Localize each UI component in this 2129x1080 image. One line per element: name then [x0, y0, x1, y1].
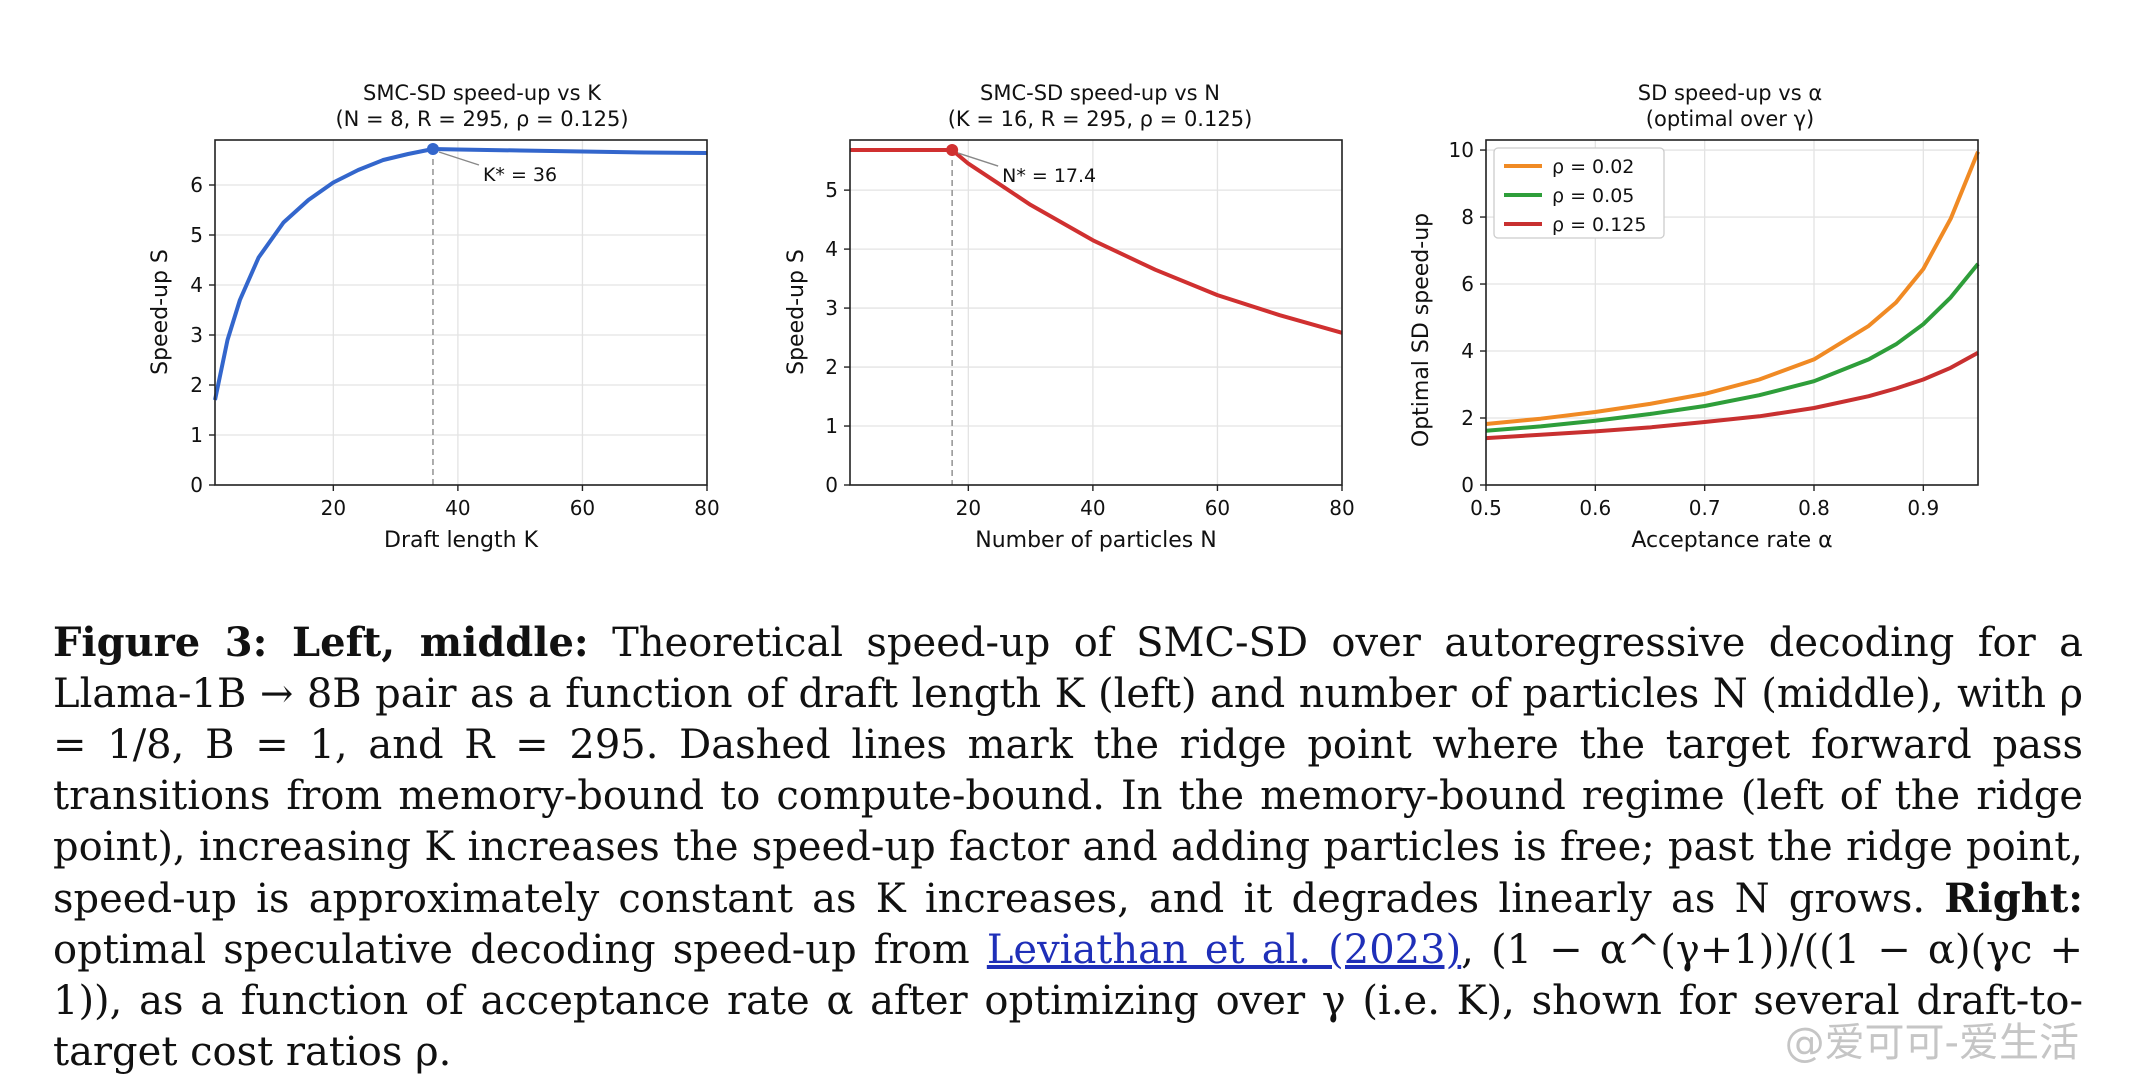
legend: ρ = 0.02 ρ = 0.05 ρ = 0.125	[1493, 147, 1665, 239]
annotation-arrow	[438, 151, 480, 166]
x-tick-label: 0.8	[1798, 496, 1830, 520]
y-tick-label: 3	[825, 296, 838, 320]
annotation-arrow	[957, 152, 999, 167]
panel-middle-frame	[849, 139, 1343, 486]
caption-label: Figure 3: Left, middle:	[53, 619, 589, 666]
legend-box	[1493, 147, 1665, 239]
panel-left: SMC-SD speed-up vs K (N = 8, R = 295, ρ …	[148, 81, 720, 553]
y-tick-label: 6	[190, 173, 203, 197]
watermark: @爱可可-爱生活	[1784, 1020, 2079, 1066]
optimum-point	[426, 143, 439, 155]
caption-text-3: , (1 − α^(γ+1))/((1 − α)(γc + 1)), as a …	[53, 927, 2083, 1075]
caption-right-label: Right:	[1944, 875, 2083, 922]
y-tick-label: 5	[190, 223, 203, 247]
x-tick-label: 0.5	[1470, 496, 1502, 520]
x-tick-label: 0.9	[1907, 496, 1939, 520]
citation-link[interactable]: Leviathan et al. (2023)	[986, 927, 1462, 973]
panel-middle: SMC-SD speed-up vs N (K = 16, R = 295, ρ…	[784, 81, 1355, 553]
y-tick-label: 2	[190, 373, 203, 397]
series-line	[1485, 262, 1980, 433]
panel-right: SD speed-up vs α (optimal over γ) 0.5 0.6…	[1409, 81, 1980, 553]
y-tick-label: 1	[825, 414, 838, 438]
caption-text-2: optimal speculative decoding speed-up fr…	[53, 927, 987, 973]
x-tick-label: 80	[1329, 496, 1354, 520]
x-tick-label: 60	[570, 496, 595, 520]
caption-text-1: Theoretical speed-up of SMC-SD over auto…	[53, 620, 2083, 922]
panel-right-xlabel: Acceptance rate α	[1631, 528, 1832, 553]
y-tick-label: 10	[1449, 138, 1474, 162]
y-tick-label: 8	[1461, 205, 1474, 229]
series-line	[850, 148, 1343, 335]
panel-right-frame	[1485, 139, 1979, 486]
panel-right-subtitle: (optimal over γ)	[1646, 107, 1814, 131]
panel-left-frame	[214, 139, 708, 486]
legend-label: ρ = 0.05	[1552, 185, 1634, 207]
y-tick-label: 0	[190, 473, 203, 497]
y-tick-label: 6	[1461, 272, 1474, 296]
optimum-point	[946, 144, 959, 157]
y-tick-label: 5	[825, 178, 838, 202]
panel-middle-subtitle: (K = 16, R = 295, ρ = 0.125)	[948, 107, 1253, 131]
series-line	[213, 147, 708, 401]
y-tick-label: 0	[1461, 473, 1474, 497]
panel-left-subtitle: (N = 8, R = 295, ρ = 0.125)	[335, 107, 628, 131]
x-tick-label: 0.6	[1579, 496, 1611, 520]
x-tick-label: 20	[321, 496, 346, 520]
x-tick-label: 0.7	[1689, 496, 1721, 520]
optimum-label: K* = 36	[483, 164, 557, 186]
legend-label: ρ = 0.125	[1552, 214, 1646, 236]
panel-middle-ylabel: Speed-up S	[784, 249, 809, 375]
figure-caption: Figure 3: Left, middle: Theoretical spee…	[53, 617, 2083, 1078]
x-tick-label: 60	[1205, 496, 1230, 520]
x-tick-label: 20	[956, 496, 981, 520]
legend-label: ρ = 0.02	[1552, 156, 1634, 178]
y-tick-label: 4	[190, 273, 203, 297]
panel-left-ylabel: Speed-up S	[148, 249, 173, 375]
y-tick-label: 1	[190, 423, 203, 447]
series-line	[1485, 150, 1980, 426]
y-tick-label: 0	[825, 473, 838, 497]
y-tick-label: 3	[190, 323, 203, 347]
panel-middle-title: SMC-SD speed-up vs N	[980, 81, 1220, 105]
x-tick-label: 40	[445, 496, 470, 520]
y-tick-label: 2	[1461, 406, 1474, 430]
panel-right-ylabel: Optimal SD speed-up	[1409, 213, 1434, 447]
panel-left-xlabel: Draft length K	[384, 528, 539, 553]
y-tick-label: 4	[1461, 339, 1474, 363]
series-line	[1485, 350, 1979, 441]
panel-right-title: SD speed-up vs α	[1638, 81, 1822, 105]
panel-left-title: SMC-SD speed-up vs K	[363, 81, 602, 105]
optimum-label: N* = 17.4	[1002, 165, 1096, 187]
y-tick-label: 2	[825, 355, 838, 379]
x-tick-label: 80	[694, 496, 719, 520]
figure-panels: SMC-SD speed-up vs K (N = 8, R = 295, ρ …	[148, 81, 1980, 553]
y-tick-label: 4	[825, 237, 838, 261]
panel-middle-xlabel: Number of particles N	[975, 528, 1216, 553]
x-tick-label: 40	[1080, 496, 1105, 520]
